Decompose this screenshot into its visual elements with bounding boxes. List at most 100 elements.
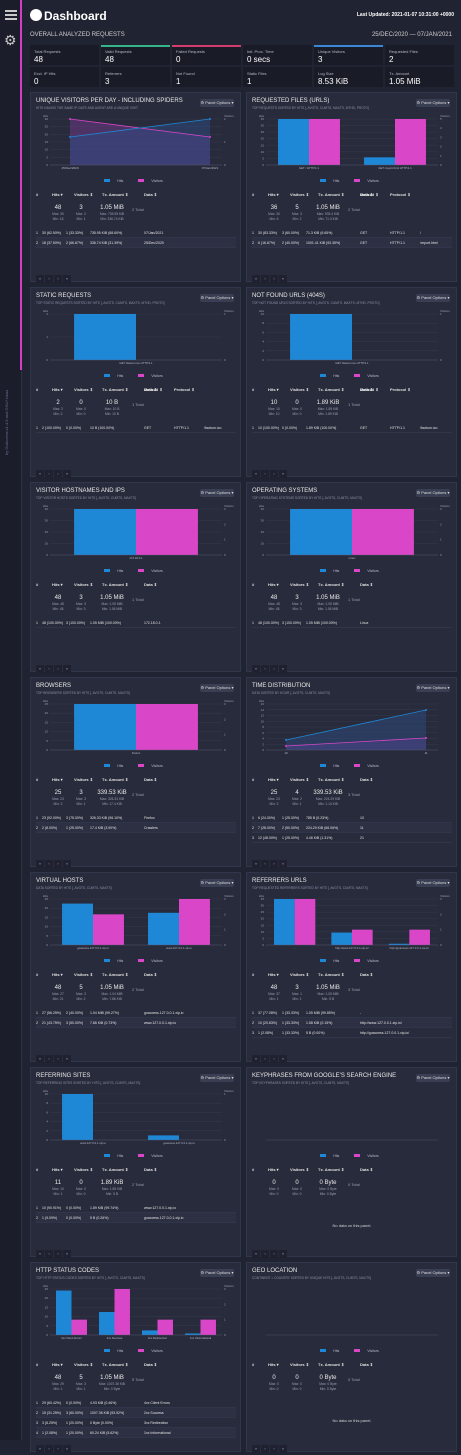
table-row[interactable]: 1 30 (83.33%) 3 (60.00%) 71.3 KiB (6.65%) GE… (252, 228, 452, 238)
column-header-hits[interactable]: Hits ▾ (52, 582, 63, 587)
column-header-visitors[interactable]: Visitors ⇕ (290, 972, 310, 977)
column-header-data[interactable]: Data ⇕ (144, 387, 158, 392)
column-header-num[interactable]: # (36, 582, 39, 587)
table-row[interactable]: 3 12 (48.00%) 1 (25.00%) 4.46 KiB (1.31%) 21 (252, 833, 452, 843)
table-row[interactable]: 1 29 (60.42%) 0 (0.00%) 4.93 KiB (0.46%) 4xx… (36, 1398, 236, 1408)
page-button[interactable]: › (270, 1445, 278, 1453)
panel-options-button[interactable]: ⚙ Panel Options ▾ (416, 1074, 450, 1082)
page-button[interactable]: » (279, 1250, 287, 1258)
panel-options-button[interactable]: ⚙ Panel Options ▾ (416, 99, 450, 107)
page-button[interactable]: » (63, 1445, 71, 1453)
column-header-num[interactable]: # (252, 1362, 255, 1367)
page-button[interactable]: » (63, 470, 71, 478)
column-header-protocol[interactable]: Protocol ⇕ (174, 387, 195, 392)
column-header-num[interactable]: # (36, 1167, 39, 1172)
page-button[interactable]: » (279, 1445, 287, 1453)
column-header-protocol[interactable]: Protocol ⇕ (390, 192, 411, 197)
page-button[interactable]: » (63, 665, 71, 673)
column-header-visitors[interactable]: Visitors ⇕ (74, 582, 94, 587)
column-header-visitors[interactable]: Visitors ⇕ (290, 1362, 310, 1367)
page-button[interactable]: ‹ (45, 1250, 53, 1258)
table-row[interactable]: 2 2 (8.00%) 1 (25.00%) 17.4 KiB (3.90%) Craw… (36, 823, 236, 833)
column-header-data[interactable]: Data ⇕ (144, 777, 158, 782)
page-button[interactable]: ‹ (261, 860, 269, 868)
column-header-data[interactable]: Data ⇕ (360, 192, 374, 197)
column-header-visitors[interactable]: Visitors ⇕ (74, 1167, 94, 1172)
column-header-hits[interactable]: Hits ▾ (268, 387, 279, 392)
page-button[interactable]: « (36, 275, 44, 283)
column-header-data[interactable]: Data ⇕ (144, 1167, 158, 1172)
column-header-visitors[interactable]: Visitors ⇕ (74, 777, 94, 782)
column-header-data[interactable]: Data ⇕ (360, 972, 374, 977)
panel-options-button[interactable]: ⚙ Panel Options ▾ (416, 489, 450, 497)
page-button[interactable]: « (36, 470, 44, 478)
page-button[interactable]: ‹ (45, 860, 53, 868)
panel-options-button[interactable]: ⚙ Panel Options ▾ (200, 1269, 234, 1277)
panel-options-button[interactable]: ⚙ Panel Options ▾ (200, 489, 234, 497)
page-button[interactable]: › (270, 1250, 278, 1258)
column-header-hits[interactable]: Hits ▾ (268, 777, 279, 782)
column-header-num[interactable]: # (252, 387, 255, 392)
column-header-tx[interactable]: Tx. Amount ⇕ (318, 192, 345, 197)
table-row[interactable]: 1 23 (92.00%) 3 (75.00%) 326.33 KiB (96.10%… (36, 813, 236, 823)
page-button[interactable]: › (54, 1055, 62, 1063)
panel-options-button[interactable]: ⚙ Panel Options ▾ (200, 99, 234, 107)
table-row[interactable]: 1 10 (90.91%) 0 (0.00%) 1.89 KiB (99.74%) ww… (36, 1203, 236, 1213)
page-button[interactable]: » (279, 1055, 287, 1063)
column-header-num[interactable]: # (252, 192, 255, 197)
page-button[interactable]: ‹ (261, 1250, 269, 1258)
page-button[interactable]: ‹ (261, 275, 269, 283)
page-button[interactable]: « (252, 1055, 260, 1063)
column-header-hits[interactable]: Hits ▾ (268, 1167, 279, 1172)
column-header-data[interactable]: Data ⇕ (144, 582, 158, 587)
page-button[interactable]: « (252, 860, 260, 868)
page-button[interactable]: › (270, 1055, 278, 1063)
table-row[interactable]: 1 2 (100.00%) 0 (0.00%) 10 B (100.00%) GET HT… (36, 423, 236, 433)
column-header-num[interactable]: # (252, 1167, 255, 1172)
column-header-data[interactable]: Data ⇕ (360, 582, 374, 587)
page-button[interactable]: « (36, 665, 44, 673)
column-header-visitors[interactable]: Visitors ⇕ (290, 387, 310, 392)
column-header-data[interactable]: Data ⇕ (360, 387, 374, 392)
panel-options-button[interactable]: ⚙ Panel Options ▾ (200, 684, 234, 692)
column-header-tx[interactable]: Tx. Amount ⇕ (318, 1167, 345, 1172)
table-row[interactable]: 4 1 (2.08%) 1 (20.00%) 60.24 KiB (5.62%) 1xx… (36, 1428, 236, 1438)
column-header-tx[interactable]: Tx. Amount ⇕ (318, 1362, 345, 1367)
column-header-hits[interactable]: Hits ▾ (268, 972, 279, 977)
table-row[interactable]: 2 7 (28.00%) 2 (50.00%) 224.29 KiB (66.06%)… (252, 823, 452, 833)
column-header-hits[interactable]: Hits ▾ (52, 777, 63, 782)
page-button[interactable]: › (54, 275, 62, 283)
column-header-data[interactable]: Data ⇕ (144, 192, 158, 197)
column-header-datasort[interactable]: Data ⇕ (360, 777, 374, 782)
column-header-method[interactable]: Method ⇕ (360, 387, 379, 392)
column-header-tx[interactable]: Tx. Amount ⇕ (102, 777, 129, 782)
column-header-hits[interactable]: Hits ▾ (52, 1362, 63, 1367)
column-header-visitors[interactable]: Visitors ⇕ (290, 1167, 310, 1172)
panel-options-button[interactable]: ⚙ Panel Options ▾ (416, 1269, 450, 1277)
panel-options-button[interactable]: ⚙ Panel Options ▾ (416, 294, 450, 302)
page-button[interactable]: ‹ (45, 1055, 53, 1063)
panel-options-button[interactable]: ⚙ Panel Options ▾ (416, 879, 450, 887)
page-button[interactable]: « (36, 860, 44, 868)
page-button[interactable]: « (252, 1445, 260, 1453)
column-header-tx[interactable]: Tx. Amount ⇕ (102, 192, 129, 197)
page-button[interactable]: ‹ (261, 665, 269, 673)
page-button[interactable]: ‹ (45, 665, 53, 673)
page-button[interactable]: » (63, 1250, 71, 1258)
column-header-visitors[interactable]: Visitors ⇕ (290, 777, 310, 782)
panel-options-button[interactable]: ⚙ Panel Options ▾ (200, 879, 234, 887)
column-header-data[interactable]: Data ⇕ (360, 1167, 374, 1172)
page-button[interactable]: » (279, 470, 287, 478)
page-button[interactable]: « (252, 470, 260, 478)
column-header-protocol[interactable]: Protocol ⇕ (390, 387, 411, 392)
table-row[interactable]: 1 48 (100.00%) 3 (100.00%) 1.05 MiB (100.00… (252, 618, 452, 628)
page-button[interactable]: › (54, 1250, 62, 1258)
table-row[interactable]: 1 27 (56.25%) 2 (40.00%) 1.04 MiB (99.27%) g… (36, 1008, 236, 1018)
table-row[interactable]: 2 1 (9.09%) 0 (0.00%) 5 B (0.26%) goaccess.1… (36, 1213, 236, 1223)
column-header-num[interactable]: # (36, 972, 39, 977)
column-header-tx[interactable]: Tx. Amount ⇕ (318, 387, 345, 392)
page-button[interactable]: « (252, 1250, 260, 1258)
column-header-visitors[interactable]: Visitors ⇕ (74, 387, 94, 392)
table-row[interactable]: 1 6 (24.00%) 1 (25.00%) 785 B (0.23%) 10 (252, 813, 452, 823)
column-header-hits[interactable]: Hits ▾ (268, 582, 279, 587)
